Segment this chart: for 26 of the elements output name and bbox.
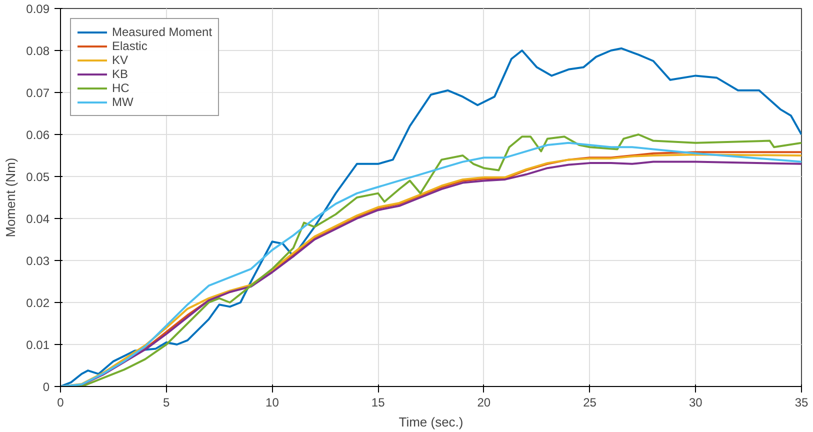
y-tick-label: 0.02 — [26, 296, 50, 310]
y-tick-label: 0 — [42, 380, 50, 394]
x-tick-label: 0 — [57, 396, 64, 410]
legend-label: MW — [112, 95, 134, 109]
y-tick-label: 0.04 — [26, 212, 50, 226]
legend-label: Elastic — [112, 39, 148, 53]
y-tick-label: 0.01 — [26, 338, 50, 352]
x-tick-label: 10 — [266, 396, 280, 410]
legend-label: Measured Moment — [112, 25, 212, 39]
y-tick-label: 0.09 — [26, 2, 50, 16]
x-tick-label: 25 — [583, 396, 597, 410]
x-tick-label: 30 — [688, 396, 703, 410]
y-tick-label: 0.03 — [26, 254, 50, 268]
x-tick-label: 20 — [477, 396, 491, 410]
x-tick-label: 35 — [794, 396, 808, 410]
legend-label: KB — [112, 67, 130, 81]
x-axis-title: Time (sec.) — [398, 414, 464, 430]
y-tick-label: 0.06 — [26, 128, 50, 142]
legend-label: KV — [112, 53, 130, 67]
x-tick-label: 5 — [163, 396, 170, 410]
legend-label: HC — [112, 81, 130, 95]
y-tick-label: 0.05 — [26, 170, 50, 184]
x-tick-label: 15 — [371, 396, 386, 410]
y-tick-label: 0.08 — [26, 44, 50, 58]
y-tick-label: 0.07 — [26, 86, 50, 100]
y-axis-title: Moment (Nm) — [3, 158, 18, 238]
